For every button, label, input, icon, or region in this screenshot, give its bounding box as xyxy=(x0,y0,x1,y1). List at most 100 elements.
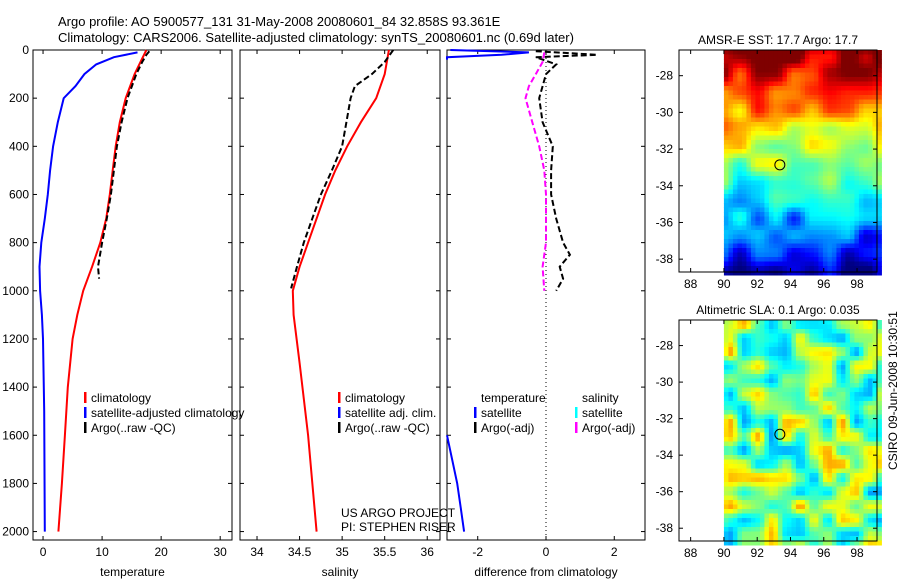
map-cell xyxy=(840,482,846,487)
map-cell xyxy=(782,243,788,249)
map-cell xyxy=(845,167,851,172)
map-cell xyxy=(845,270,851,276)
map-cell xyxy=(827,414,833,420)
map-cell xyxy=(836,428,842,433)
map-cell xyxy=(755,212,761,217)
map-cell xyxy=(840,180,846,186)
map-cell xyxy=(723,239,729,244)
map-cell xyxy=(836,383,842,388)
map-cell xyxy=(854,248,860,253)
map-cell xyxy=(804,176,810,181)
map-cell xyxy=(831,144,837,150)
map-cell xyxy=(858,149,864,154)
map-cell xyxy=(836,387,842,393)
map-cell xyxy=(764,522,770,528)
map-cell xyxy=(737,257,743,262)
map-cell xyxy=(863,216,869,222)
map-cell xyxy=(872,540,878,546)
map-cell xyxy=(827,59,833,64)
map-cell xyxy=(723,50,729,55)
map-cell xyxy=(750,261,756,267)
map-cell xyxy=(782,527,788,532)
map-cell xyxy=(764,216,770,222)
map-cell xyxy=(791,167,797,172)
map-cell xyxy=(800,221,806,226)
map-cell xyxy=(872,176,878,181)
map-cell xyxy=(867,140,873,145)
map-cell xyxy=(782,333,788,339)
map-cell xyxy=(732,180,738,186)
map-cell xyxy=(773,405,779,411)
map-frame xyxy=(678,49,878,273)
map-cell xyxy=(768,504,774,510)
map-cell xyxy=(831,270,837,276)
map-cell xyxy=(863,378,869,384)
map-cell xyxy=(759,324,765,330)
map-cell xyxy=(773,527,779,532)
map-cell xyxy=(768,104,774,109)
map-cell xyxy=(804,342,810,348)
map-cell xyxy=(845,401,851,406)
map-cell xyxy=(804,203,810,208)
map-cell xyxy=(741,432,747,438)
map-cell xyxy=(741,59,747,64)
map-cell xyxy=(827,464,833,469)
map-cell xyxy=(732,68,738,73)
map-cell xyxy=(827,203,833,208)
map-cell xyxy=(728,239,734,244)
x-tick-label: 98 xyxy=(850,277,864,291)
map-cell xyxy=(840,455,846,460)
map-cell xyxy=(822,356,828,361)
map-cell xyxy=(723,392,729,397)
map-cell xyxy=(809,59,815,64)
map-cell xyxy=(840,513,846,519)
map-cell xyxy=(854,387,860,393)
map-cell xyxy=(858,266,864,271)
map-cell xyxy=(845,81,851,87)
map-cell xyxy=(872,158,878,163)
map-cell xyxy=(863,95,869,100)
map-cell xyxy=(777,338,783,343)
map-cell xyxy=(872,153,878,159)
map-cell xyxy=(836,423,842,429)
map-cell xyxy=(750,414,756,420)
map-cell xyxy=(728,243,734,249)
map-cell xyxy=(854,419,860,424)
map-cell xyxy=(804,414,810,420)
map-cell xyxy=(836,126,842,132)
map-cell xyxy=(777,68,783,73)
map-cell xyxy=(741,329,747,334)
map-cell xyxy=(782,437,788,442)
map-cell xyxy=(759,122,765,127)
map-cell xyxy=(732,513,738,519)
map-cell xyxy=(732,203,738,208)
map-cell xyxy=(786,491,792,496)
map-cell xyxy=(755,68,761,73)
map-cell xyxy=(827,428,833,433)
legend-item-swatch xyxy=(84,407,87,418)
map-cell xyxy=(746,477,752,483)
map-cell xyxy=(849,266,855,271)
map-cell xyxy=(809,369,815,375)
map-cell xyxy=(867,477,873,483)
map-cell xyxy=(791,351,797,357)
map-cell xyxy=(723,243,729,249)
map-cell xyxy=(723,387,729,393)
map-cell xyxy=(750,189,756,195)
map-cell xyxy=(746,95,752,100)
map-cell xyxy=(777,459,783,465)
map-cell xyxy=(836,459,842,465)
map-cell xyxy=(750,243,756,249)
map-cell xyxy=(777,432,783,438)
map-cell xyxy=(732,50,738,55)
map-cell xyxy=(768,392,774,397)
map-cell xyxy=(782,77,788,82)
x-tick-label: 96 xyxy=(817,277,831,291)
map-cell xyxy=(849,477,855,483)
map-cell xyxy=(840,342,846,348)
x-axis-label: temperature xyxy=(100,565,165,579)
map-cell xyxy=(836,414,842,420)
map-cell xyxy=(768,113,774,118)
map-cell xyxy=(854,234,860,240)
map-cell xyxy=(764,50,770,55)
